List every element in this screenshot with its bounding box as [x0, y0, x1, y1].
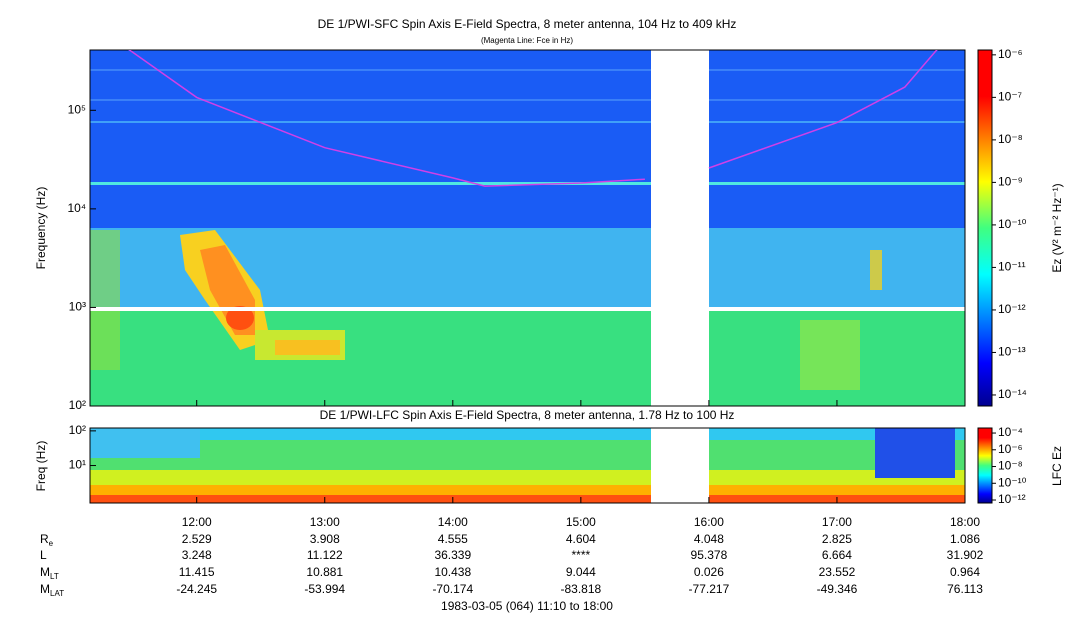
x-tick-label: 12:00	[182, 515, 212, 529]
plot-frame	[89, 49, 966, 407]
colorbar-tick-label: 10⁻¹³	[998, 345, 1026, 359]
row-label-sub: e	[49, 539, 54, 548]
row-label-text: M	[40, 565, 50, 579]
panel-title: DE 1/PWI-LFC Spin Axis E-Field Spectra, …	[320, 408, 735, 422]
chart-title: DE 1/PWI-SFC Spin Axis E-Field Spectra, …	[318, 17, 737, 31]
y-axis-label: Freq (Hz)	[34, 441, 48, 492]
ephemeris-value: -83.818	[561, 582, 602, 596]
row-label: Re	[40, 532, 54, 548]
colorbar	[977, 49, 993, 407]
row-label: MLAT	[40, 582, 64, 598]
ephemeris-value: -24.245	[176, 582, 217, 596]
y-tick-label: 10²	[69, 423, 86, 437]
ephemeris-value: 4.048	[694, 532, 724, 546]
ephemeris-value: 0.964	[950, 565, 980, 579]
ephemeris-value: -49.346	[817, 582, 858, 596]
colorbar-label: LFC Ez	[1050, 446, 1064, 486]
ephemeris-value: 23.552	[819, 565, 856, 579]
y-axis-label: Frequency (Hz)	[34, 187, 48, 270]
ephemeris-value: -53.994	[304, 582, 345, 596]
x-tick-label: 15:00	[566, 515, 596, 529]
ephemeris-value: 11.415	[179, 565, 215, 579]
ephemeris-value: 9.044	[566, 565, 596, 579]
colorbar-tick-label: 10⁻¹²	[998, 302, 1026, 316]
ephemeris-value: 3.248	[182, 548, 212, 562]
ephemeris-value: 76.113	[947, 582, 983, 596]
ephemeris-value: 4.604	[566, 532, 596, 546]
row-label: L	[40, 548, 47, 562]
x-tick-label: 16:00	[694, 515, 724, 529]
x-tick-label: 18:00	[950, 515, 980, 529]
ephemeris-value: 4.555	[438, 532, 468, 546]
ephemeris-value: 1.086	[950, 532, 980, 546]
colorbar-tick-label: 10⁻⁷	[998, 90, 1022, 104]
ephemeris-value: 6.664	[822, 548, 852, 562]
colorbar-tick-label: 10⁻¹¹	[998, 260, 1026, 274]
colorbar-label: Ez (V² m⁻² Hz⁻¹)	[1050, 183, 1064, 272]
colorbar-tick-label: 10⁻⁶	[998, 442, 1023, 456]
row-label: MLT	[40, 565, 59, 581]
ephemeris-value: 95.378	[691, 548, 728, 562]
x-tick-label: 14:00	[438, 515, 468, 529]
ephemeris-value: 2.825	[822, 532, 852, 546]
spectrogram	[90, 50, 965, 406]
row-label-text: R	[40, 532, 49, 546]
ephemeris-value: 2.529	[182, 532, 212, 546]
ephemeris-value: 10.438	[434, 565, 471, 579]
ephemeris-value: ****	[572, 548, 591, 562]
row-label-sub: LT	[50, 572, 59, 581]
row-label-text: L	[40, 548, 47, 562]
colorbar-tick-label: 10⁻⁸	[998, 459, 1023, 473]
ephemeris-value: 0.026	[694, 565, 724, 579]
x-tick-label: 13:00	[310, 515, 340, 529]
fce-line	[128, 50, 938, 187]
y-tick-label: 10³	[69, 300, 86, 314]
colorbar-tick-label: 10⁻⁸	[998, 132, 1023, 146]
ephemeris-value: 11.122	[307, 548, 343, 562]
colorbar-tick-label: 10⁻⁹	[998, 175, 1023, 189]
ephemeris-value: -77.217	[689, 582, 730, 596]
footer: 1983-03-05 (064) 11:10 to 18:00	[441, 599, 613, 613]
y-tick-label: 10⁴	[67, 201, 86, 215]
colorbar-tick-label: 10⁻¹²	[998, 492, 1026, 506]
spectrogram	[90, 428, 965, 503]
x-tick-label: 17:00	[822, 515, 852, 529]
colorbar-tick-label: 10⁻¹⁰	[998, 217, 1027, 231]
colorbar	[977, 427, 993, 504]
ephemeris-value: 10.881	[306, 565, 343, 579]
ephemeris-value: 3.908	[310, 532, 340, 546]
colorbar-tick-label: 10⁻⁶	[998, 47, 1023, 61]
y-tick-label: 10¹	[69, 458, 86, 472]
colorbar-tick-label: 10⁻¹⁰	[998, 475, 1027, 489]
colorbar-tick-label: 10⁻⁴	[998, 425, 1023, 439]
row-label-sub: LAT	[50, 589, 64, 598]
y-tick-label: 10²	[69, 398, 86, 412]
ephemeris-value: 36.339	[434, 548, 471, 562]
y-tick-label: 10⁵	[68, 102, 86, 116]
ephemeris-value: -70.174	[432, 582, 473, 596]
chart-subtitle: (Magenta Line: Fce in Hz)	[481, 36, 573, 45]
row-label-text: M	[40, 582, 50, 596]
colorbar-tick-label: 10⁻¹⁴	[998, 387, 1027, 401]
ephemeris-value: 31.902	[947, 548, 984, 562]
